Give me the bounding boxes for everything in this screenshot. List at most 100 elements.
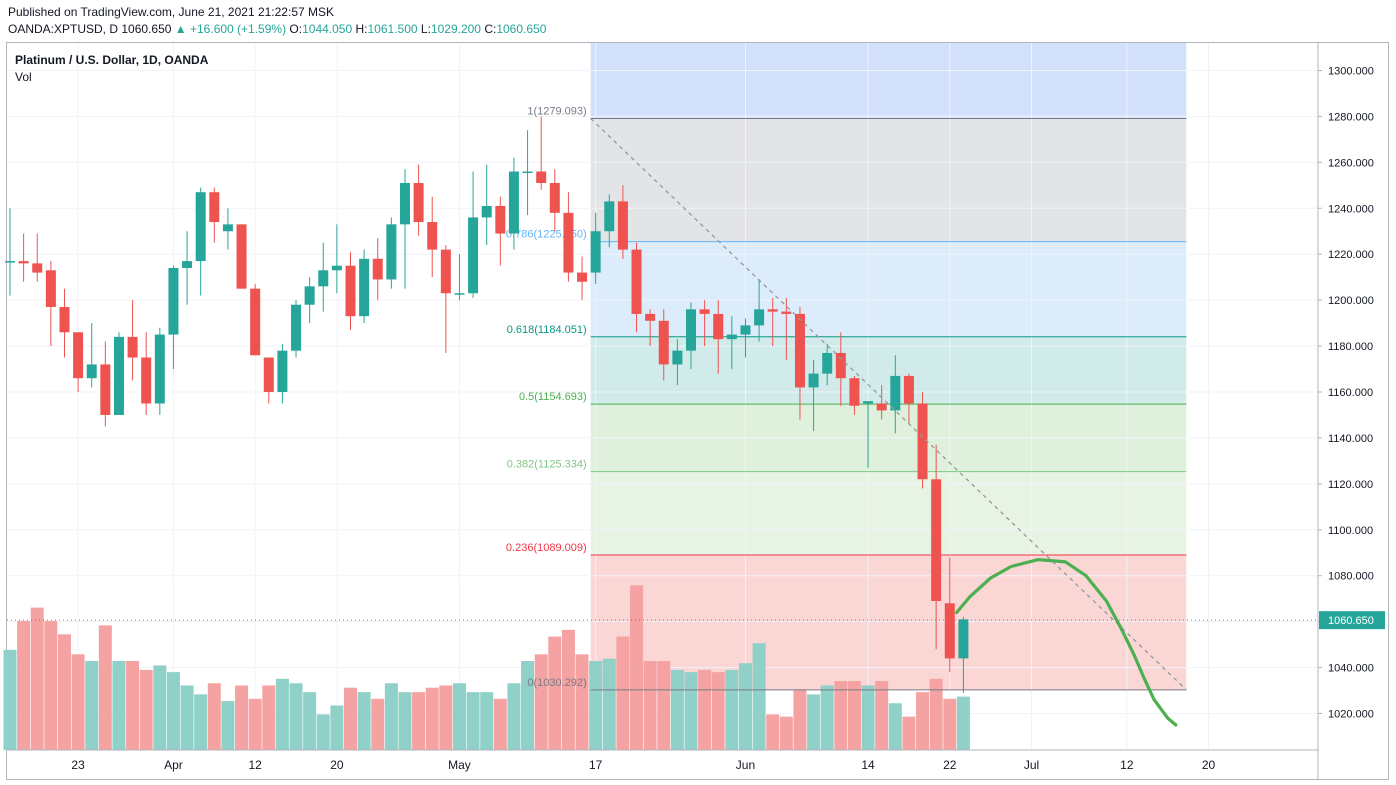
volume-bar xyxy=(657,661,671,750)
fib-zone-0.618 xyxy=(590,336,1187,405)
volume-bar xyxy=(698,669,712,750)
candle-body xyxy=(18,261,29,264)
candle-body xyxy=(577,272,588,282)
volume-bar xyxy=(725,669,739,750)
candle-body xyxy=(563,212,574,273)
change-value: +16.600 (+1.59%) xyxy=(190,22,287,36)
volume-bar xyxy=(316,714,330,750)
projection-curve xyxy=(954,557,1178,727)
volume-legend: Vol xyxy=(15,70,32,84)
candle-body xyxy=(549,183,560,213)
low-label: L: xyxy=(420,22,431,36)
volume-bar xyxy=(752,643,766,750)
candle-body xyxy=(5,261,15,263)
price-tick-label: 1080.000 xyxy=(1328,571,1374,583)
price-tick-label: 1140.000 xyxy=(1328,433,1373,445)
price-tick-label: 1100.000 xyxy=(1328,525,1373,537)
volume-bar xyxy=(153,665,167,750)
candle-body xyxy=(917,403,928,480)
candle-body xyxy=(822,352,833,374)
candle-body xyxy=(767,309,778,312)
last-price-badge-label: 1060.650 xyxy=(1328,615,1374,627)
volume-bar xyxy=(630,585,644,750)
candle-body xyxy=(250,288,261,356)
chart-legend-title: Platinum / U.S. Dollar, 1D, OANDA xyxy=(15,53,209,67)
price-tick-label: 1040.000 xyxy=(1328,663,1374,675)
price-tick-label: 1300.000 xyxy=(1328,65,1374,77)
candle-body xyxy=(931,479,942,601)
volume-bar xyxy=(507,683,521,750)
price-tick-label: 1220.000 xyxy=(1328,249,1374,261)
fib-zone-top xyxy=(590,43,1187,119)
time-tick-label: 14 xyxy=(861,758,875,772)
volume-bar xyxy=(3,649,17,750)
volume-bar xyxy=(439,685,453,750)
volume-bar xyxy=(766,714,780,750)
volume-bar xyxy=(275,678,289,750)
time-tick-label: 20 xyxy=(330,758,344,772)
volume-bar xyxy=(670,669,684,750)
volume-bar xyxy=(643,661,657,750)
fib-label-0.236: 0.236(1089.009) xyxy=(506,542,587,554)
volume-bar xyxy=(17,620,31,750)
low-value: 1029.200 xyxy=(430,22,481,36)
volume-bar xyxy=(575,654,589,750)
fib-zone-0.786 xyxy=(590,241,1187,337)
volume-bar xyxy=(589,661,603,750)
price-tick-label: 1160.000 xyxy=(1328,387,1373,399)
candle-body xyxy=(645,313,656,321)
volume-bar xyxy=(929,678,943,750)
candle-body xyxy=(835,352,846,379)
volume-bar xyxy=(684,672,698,750)
volume-bar xyxy=(194,694,208,750)
time-tick-label: 20 xyxy=(1202,758,1216,772)
price-tick-label: 1120.000 xyxy=(1328,479,1373,491)
fib-levels: 1(1279.093)0.786(1225.450)0.618(1184.051… xyxy=(506,105,1187,691)
candle-body xyxy=(372,258,383,280)
last-price-badge xyxy=(1319,611,1385,630)
volume-bars xyxy=(3,585,970,750)
candle-body xyxy=(359,258,370,317)
candle-body xyxy=(536,171,547,184)
volume-bar xyxy=(534,654,548,750)
volume-bar xyxy=(57,634,71,750)
candle-body xyxy=(713,313,724,340)
candle-body xyxy=(73,332,84,379)
volume-bar xyxy=(834,681,848,750)
volume-bar xyxy=(425,687,439,750)
candle-body xyxy=(794,313,805,388)
volume-bar xyxy=(793,689,807,750)
candle-body xyxy=(617,201,628,250)
volume-bar xyxy=(71,654,85,750)
candle-body xyxy=(59,307,70,333)
fib-label-0: 0(1030.292) xyxy=(527,677,586,689)
candle-body xyxy=(32,263,43,273)
candle-body xyxy=(604,201,615,232)
close-label: C: xyxy=(484,22,497,36)
volume-bar xyxy=(166,672,180,750)
candle-body xyxy=(740,325,751,335)
volume-bar xyxy=(480,692,494,750)
candle-body xyxy=(45,270,56,308)
candle-body xyxy=(100,364,111,415)
fib-label-0.382: 0.382(1125.334) xyxy=(507,459,587,471)
candle-body xyxy=(590,231,601,273)
candle-body xyxy=(672,350,683,365)
price-tick-label: 1280.000 xyxy=(1328,111,1374,123)
volume-bar xyxy=(44,620,58,750)
volume-bar xyxy=(112,661,126,750)
candle-body xyxy=(127,336,138,358)
candle-body xyxy=(304,286,315,305)
candle-body xyxy=(958,619,969,659)
candle-body xyxy=(182,261,193,268)
volume-bar xyxy=(289,683,303,750)
last-price: 1060.650 xyxy=(121,22,172,36)
candle-body xyxy=(413,183,424,223)
candle-body xyxy=(141,357,152,404)
fib-label-0.5: 0.5(1154.693) xyxy=(519,391,587,403)
volume-bar xyxy=(85,661,99,750)
candle-body xyxy=(754,309,765,326)
price-axis: 1020.0001040.0001060.0001080.0001100.000… xyxy=(1317,43,1385,779)
candle-body xyxy=(291,304,302,351)
